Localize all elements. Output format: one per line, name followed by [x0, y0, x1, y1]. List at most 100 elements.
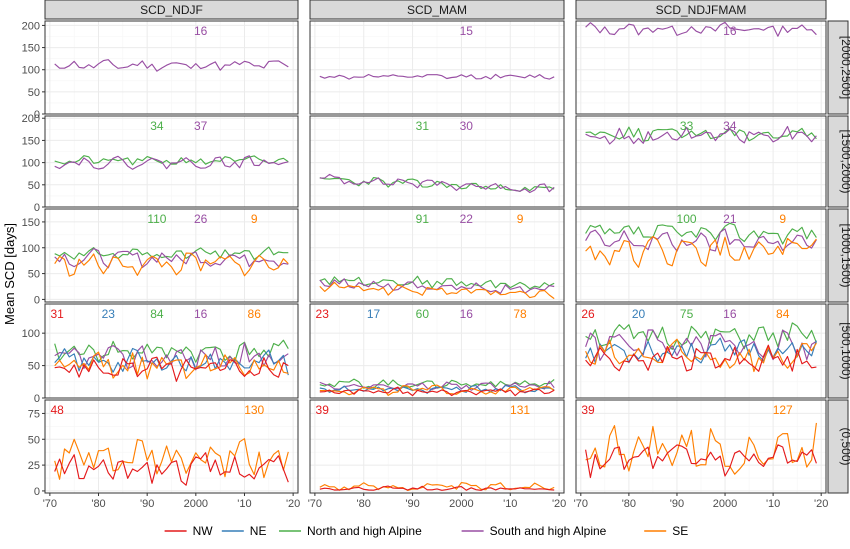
- count-annotation: 78: [513, 307, 527, 321]
- row-strip-label: [2000,2500]: [839, 36, 850, 99]
- series-line: [585, 337, 817, 364]
- series-line: [54, 155, 289, 166]
- series-line: [585, 235, 817, 268]
- count-annotation: 131: [510, 403, 530, 417]
- count-annotation: 26: [581, 307, 595, 321]
- panel-border: [44, 20, 299, 115]
- series-line: [585, 21, 817, 37]
- y-tick-label: 50: [28, 269, 40, 281]
- series-line: [585, 322, 817, 350]
- count-annotation: 16: [723, 24, 737, 38]
- series-line: [585, 125, 817, 145]
- panel: 31 30: [309, 115, 565, 208]
- series-line: [54, 356, 289, 382]
- row-strips: [2000,2500] [1500,2000) [1000,1500) [500,10…: [827, 20, 850, 494]
- y-tick-label: 0: [34, 202, 40, 214]
- series-line: [585, 228, 817, 252]
- y-axes: 0501001502000501001502000501001500501000…: [22, 20, 45, 498]
- series-line: [585, 126, 817, 142]
- count-annotation: 16: [194, 307, 208, 321]
- x-axes: '70 '80 '90 2000 '10 '20 '70 '80 '90 2000 '10 '20 '7…: [43, 493, 828, 510]
- y-tick-label: 100: [22, 158, 40, 170]
- count-annotation: 127: [773, 403, 793, 417]
- x-tick-label: '20: [814, 498, 828, 510]
- panel: 26 20 75 16 84: [575, 303, 827, 399]
- panel: 15: [309, 20, 565, 115]
- y-tick-label: 100: [22, 328, 40, 340]
- legend-label: SE: [672, 524, 688, 538]
- y-tick-label: 100: [22, 65, 40, 77]
- x-tick-label: '70: [308, 498, 322, 510]
- column-strips: SCD_NDJF SCD_MAM SCD_NDJFMAM: [44, 0, 827, 20]
- panel-border: [44, 208, 299, 303]
- series-line: [319, 485, 555, 491]
- panel-border: [44, 303, 299, 399]
- panel-border: [309, 20, 565, 115]
- y-tick-label: 150: [22, 217, 40, 229]
- legend-label: NW: [193, 524, 214, 538]
- legend-label: North and high Alpine: [307, 524, 422, 538]
- row-strip-label: (0,500): [839, 427, 850, 465]
- count-annotation: 21: [723, 212, 737, 226]
- count-annotation: 130: [244, 403, 264, 417]
- count-annotation: 9: [517, 212, 524, 226]
- panel: 91 22 9: [309, 208, 565, 303]
- count-annotation: 33: [680, 119, 694, 133]
- panel-border: [575, 115, 827, 208]
- count-annotation: 16: [460, 307, 474, 321]
- legend-item: NE: [221, 524, 266, 538]
- legend-item: NW: [164, 524, 214, 538]
- y-tick-label: 75: [28, 408, 40, 420]
- count-annotation: 31: [416, 119, 430, 133]
- x-tick-label: '70: [574, 498, 588, 510]
- legend: NW NE North and high Alpine South and high …: [164, 524, 688, 538]
- y-tick-label: 25: [28, 460, 40, 472]
- column-strip: SCD_MAM: [309, 0, 565, 20]
- row-strip: [1500,2000): [827, 115, 850, 208]
- count-annotation: 16: [723, 307, 737, 321]
- series-line: [585, 329, 817, 361]
- count-annotation: 110: [147, 212, 166, 226]
- y-tick-label: 200: [22, 20, 40, 32]
- x-tick-label: '80: [357, 498, 371, 510]
- x-tick-label: '10: [766, 498, 780, 510]
- count-annotation: 16: [194, 24, 208, 38]
- panel-border: [44, 115, 299, 208]
- column-strip-box: [309, 0, 565, 20]
- x-tick-label: '90: [405, 498, 419, 510]
- panel: 16: [575, 20, 827, 115]
- series-line: [319, 281, 555, 300]
- count-annotation: 100: [677, 212, 697, 226]
- panel: 31 23 84 16 86: [44, 303, 299, 399]
- x-tick-label: '20: [552, 498, 566, 510]
- column-strip-label: SCD_MAM: [407, 3, 467, 17]
- x-tick-label: '20: [286, 498, 300, 510]
- panel: 23 17 60 16 78: [309, 303, 565, 399]
- x-tick-label: '90: [670, 498, 684, 510]
- series-line: [319, 73, 555, 80]
- count-annotation: 39: [316, 403, 330, 417]
- count-annotation: 37: [194, 119, 208, 133]
- x-tick-label: '90: [140, 498, 154, 510]
- row-strip-label: [1000,1500): [839, 223, 850, 287]
- panel: 34 37: [44, 115, 299, 208]
- row-strip: [2000,2500]: [827, 20, 850, 115]
- y-tick-label: 50: [28, 434, 40, 446]
- x-tick-label: '80: [622, 498, 636, 510]
- count-annotation: 17: [367, 307, 381, 321]
- count-annotation: 91: [416, 212, 430, 226]
- series-line: [54, 155, 289, 170]
- x-tick-label: '70: [43, 498, 57, 510]
- panel-border: [309, 399, 565, 494]
- row-strip: [500,1000): [827, 303, 850, 399]
- y-axis-title: Mean SCD [days]: [2, 223, 17, 325]
- y-tick-label: 50: [28, 180, 40, 192]
- count-annotation: 75: [680, 307, 694, 321]
- count-annotation: 86: [248, 307, 262, 321]
- column-strip: SCD_NDJF: [44, 0, 299, 20]
- x-tick-label: 2000: [449, 498, 473, 510]
- y-tick-label: 0: [34, 109, 40, 121]
- panel: 16: [44, 20, 299, 115]
- row-strip-box: [827, 399, 849, 494]
- series-line: [54, 246, 289, 260]
